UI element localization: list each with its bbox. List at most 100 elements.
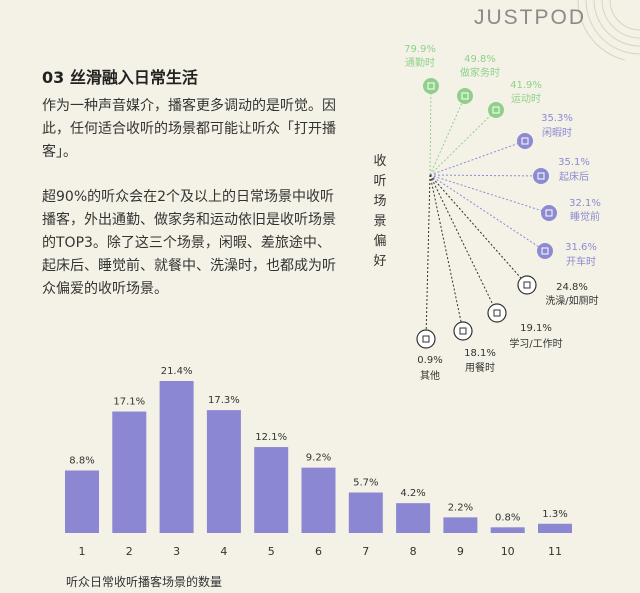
connector-line — [429, 174, 542, 177]
bar-value-label: 9.2% — [306, 453, 331, 464]
scene-percent: 24.8% — [556, 282, 588, 293]
scene-label: 闲暇时 — [542, 126, 572, 139]
bar-value-label: 0.8% — [495, 512, 520, 523]
bar-value-label: 17.3% — [208, 395, 240, 406]
x-tick-label: 5 — [268, 545, 275, 558]
scene-percent: 0.9% — [417, 355, 442, 366]
scene-node-7: 31.6% 开车时 — [429, 174, 597, 268]
icon-glyph — [541, 247, 549, 255]
bar-7 — [348, 492, 383, 533]
meal-icon — [453, 321, 473, 341]
scene-node-10: 18.1% 用餐时 — [429, 174, 496, 374]
icon-glyph — [427, 82, 435, 90]
x-tick-label: 11 — [548, 545, 562, 558]
shower-icon — [517, 275, 537, 295]
scene-percent: 49.8% — [464, 54, 496, 65]
bar-3 — [159, 381, 194, 533]
icon-glyph — [493, 309, 501, 317]
scene-percent: 79.9% — [404, 44, 436, 55]
bar-value-label: 1.3% — [542, 509, 567, 520]
bar-value-label: 4.2% — [400, 488, 425, 499]
connector-line — [429, 174, 546, 252]
bar-chart-x-title: 听众日常收听播客场景的数量 — [66, 575, 223, 589]
connector-line — [429, 174, 498, 314]
infinity-icon — [416, 329, 436, 349]
x-tick-label: 9 — [457, 545, 464, 558]
bar-value-label: 5.7% — [353, 478, 378, 489]
bar-value-label: 17.1% — [113, 397, 145, 408]
bed-icon — [541, 205, 557, 221]
bar-8 — [396, 503, 431, 533]
scene-node-6: 32.1%睡觉前 — [429, 174, 601, 223]
scene-label: 用餐时 — [465, 361, 495, 374]
scene-node-9: 19.1% 学习/工作时 — [429, 174, 563, 350]
broom-icon — [457, 88, 473, 104]
icon-glyph — [492, 106, 500, 114]
bar-4 — [206, 410, 241, 533]
x-tick-label: 8 — [410, 545, 417, 558]
bar-value-label: 12.1% — [255, 432, 287, 443]
icon-glyph — [521, 137, 529, 145]
scene-label: 做家务时 — [460, 66, 500, 79]
connector-line — [429, 174, 464, 332]
scene-node-11: 0.9% 其他 — [416, 174, 443, 382]
scene-node-2: 49.8%做家务时 — [429, 54, 500, 176]
scene-node-5: 35.1% 起床后 — [429, 157, 590, 184]
scene-percent: 31.6% — [565, 242, 597, 253]
connector-line — [429, 85, 432, 176]
scene-label: 通勤时 — [405, 56, 435, 69]
scene-label: 起床后 — [559, 170, 589, 183]
bar-9 — [443, 517, 478, 533]
bar-10 — [490, 527, 525, 533]
section-title: 03 丝滑融入日常生活 — [42, 68, 198, 87]
connector-line — [429, 174, 550, 214]
pen-icon — [487, 303, 507, 323]
connector-line — [425, 174, 431, 340]
x-tick-label: 6 — [315, 545, 322, 558]
bar-1 — [65, 470, 99, 533]
scene-node-4: 35.3% 闲暇时 — [429, 113, 573, 176]
running-icon — [488, 102, 504, 118]
connector-line — [429, 109, 497, 176]
scene-percent: 19.1% — [520, 323, 552, 334]
x-tick-label: 10 — [501, 545, 515, 558]
scene-label: 洗澡/如厕时 — [545, 294, 598, 307]
x-tick-label: 4 — [220, 545, 227, 558]
scene-node-8: 24.8%洗澡/如厕时 — [429, 174, 599, 307]
connector-line — [429, 140, 526, 176]
bus-icon — [423, 78, 439, 94]
car-icon — [537, 243, 553, 259]
bar-2 — [112, 411, 147, 533]
detail-paragraph: 超90%的听众会在2个及以上的日常场景中收听播客，外出通勤、做家务和运动依旧是收… — [42, 189, 336, 297]
scene-label: 学习/工作时 — [509, 337, 562, 350]
icon-glyph — [459, 327, 467, 335]
bar-value-label: 8.8% — [69, 455, 94, 466]
alarm-icon — [533, 168, 549, 184]
x-tick-label: 1 — [79, 545, 86, 558]
icon-glyph — [523, 281, 531, 289]
bar-value-label: 21.4% — [161, 366, 193, 377]
x-tick-label: 2 — [126, 545, 133, 558]
scene-percent: 35.1% — [558, 157, 590, 168]
icon-glyph — [545, 209, 553, 217]
justpod-logo: JUSTPOD — [473, 6, 586, 29]
x-tick-label: 3 — [173, 545, 180, 558]
x-tick-label: 7 — [362, 545, 369, 558]
scene-node-3: 41.9% 运动时 — [429, 80, 542, 176]
scene-node-1: 79.9%通勤时 — [404, 44, 439, 176]
intro-paragraph: 作为一种声音媒介，播客更多调动的是听觉。因此，任何适合收听的场景都可能让听众「打… — [42, 98, 336, 160]
scene-percent: 18.1% — [464, 348, 496, 359]
scene-label: 开车时 — [566, 255, 596, 268]
connector-line — [429, 174, 528, 286]
icon-glyph — [422, 335, 430, 343]
scene-percent: 32.1% — [569, 198, 601, 209]
bar-11 — [538, 523, 572, 533]
bar-value-label: 2.2% — [448, 502, 473, 513]
bar-5 — [254, 447, 289, 533]
coffee-icon — [517, 133, 533, 149]
scene-percent: 35.3% — [541, 113, 573, 124]
scene-label: 睡觉前 — [570, 210, 600, 223]
scene-percent: 41.9% — [510, 80, 542, 91]
